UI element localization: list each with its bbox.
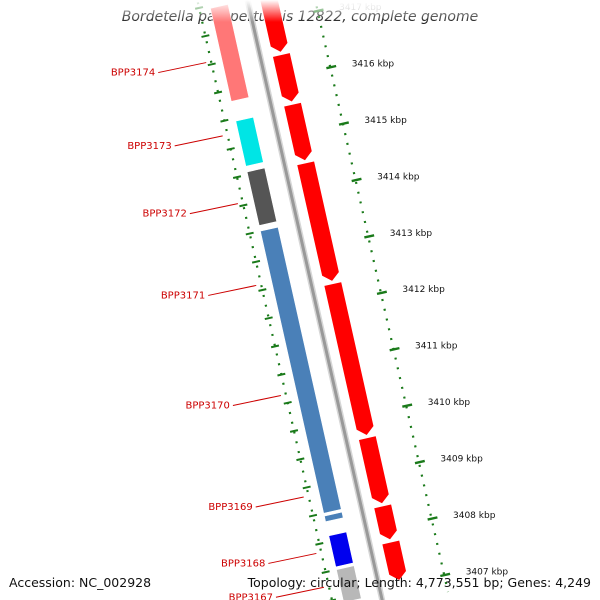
- outer-gene-4: [296, 160, 340, 282]
- kbp-label: 3416 kbp: [352, 60, 395, 70]
- kbp-label: 3414 kbp: [377, 172, 420, 182]
- inner-gene-BPP3167: [336, 565, 362, 600]
- outer-gene-3: [283, 101, 313, 162]
- inner-gene-BPP3170: [260, 226, 342, 514]
- kbp-label: 3410 kbp: [428, 398, 471, 408]
- inner-scale-tick: [251, 259, 261, 264]
- kbp-label: 3413 kbp: [390, 229, 433, 239]
- outer-scale-tick: [364, 234, 375, 239]
- outer-scale-tick: [338, 121, 350, 126]
- accession-label: Accession: NC_002928: [9, 575, 152, 590]
- inner-gene-BPP3169: [324, 511, 344, 523]
- top-fade: [0, 0, 600, 22]
- inner-scale-tick: [239, 203, 248, 208]
- gene-leader-line: [174, 135, 223, 147]
- outer-scale-tick: [414, 459, 426, 465]
- backbone-line: [245, 0, 384, 600]
- inner-gene-BPP3173: [235, 116, 264, 167]
- outer-track: [259, 0, 407, 582]
- gene-label: BPP3173: [127, 141, 171, 152]
- inner-gene-BPP3168: [328, 531, 354, 568]
- outer-scale-tick: [440, 572, 451, 578]
- inner-scale-tick: [289, 429, 299, 433]
- inner-scale-tick: [213, 90, 223, 95]
- outer-gene-6: [358, 435, 390, 505]
- gene-label: BPP3169: [208, 502, 252, 513]
- inner-scale-tick: [201, 34, 210, 38]
- inner-scale-tick: [315, 542, 324, 546]
- gene-leader-line: [268, 552, 317, 564]
- gene-label: BPP3167: [229, 592, 273, 600]
- inner-scale-tick: [264, 316, 273, 321]
- inner-scale-tick: [302, 485, 311, 490]
- gene-leader-line: [232, 394, 282, 406]
- outer-scale-tick: [326, 64, 337, 70]
- inner-scale-tick: [277, 372, 286, 377]
- inner-scale-tick: [226, 147, 235, 151]
- inner-scale-tick: [258, 288, 267, 292]
- gene-leader-line: [275, 586, 325, 598]
- kbp-label: 3412 kbp: [402, 285, 445, 295]
- gene-leader-line: [189, 203, 238, 215]
- backbone-layer: [244, 0, 386, 600]
- gene-label: BPP3172: [143, 209, 187, 220]
- kbp-label: 3409 kbp: [440, 455, 483, 465]
- genome-stats-label: Topology: circular; Length: 4,773,551 bp…: [247, 575, 591, 590]
- outer-scale-tick: [351, 177, 362, 183]
- inner-scale-tick: [245, 231, 254, 236]
- gene-leader-line: [208, 284, 257, 296]
- outer-gene-7: [373, 503, 398, 541]
- outer-gene-2: [272, 52, 300, 103]
- inner-track: [210, 3, 362, 600]
- inner-scale-tick: [283, 400, 292, 405]
- outer-gene-5: [323, 281, 375, 437]
- outer-gene-8: [381, 539, 407, 582]
- kbp-label: 3415 kbp: [364, 116, 407, 126]
- gene-label: BPP3174: [111, 68, 155, 79]
- kbp-label: 3407 kbp: [466, 567, 509, 577]
- gene-leader-line: [158, 62, 207, 74]
- inner-scale-tick: [296, 457, 305, 462]
- inner-scale-tick: [207, 62, 216, 67]
- outer-scale-tick: [402, 403, 413, 408]
- kbp-label: 3408 kbp: [453, 511, 496, 521]
- outer-scale-tick: [376, 290, 388, 296]
- inner-scale-tick: [232, 175, 242, 179]
- inner-scale-tick: [270, 344, 280, 349]
- outer-scale-tick: [427, 516, 438, 521]
- inner-scale-tick: [220, 118, 229, 123]
- inner-scale-tick: [308, 513, 318, 518]
- gene-leader-line: [255, 496, 304, 508]
- gene-label: BPP3171: [161, 290, 205, 301]
- gene-label: BPP3170: [186, 401, 230, 412]
- gene-label: BPP3168: [221, 558, 265, 569]
- inner-gene-BPP3172: [246, 167, 278, 226]
- outer-scale-tick: [389, 346, 400, 352]
- kbp-label: 3411 kbp: [415, 342, 458, 352]
- inner-scale-tick: [321, 570, 330, 574]
